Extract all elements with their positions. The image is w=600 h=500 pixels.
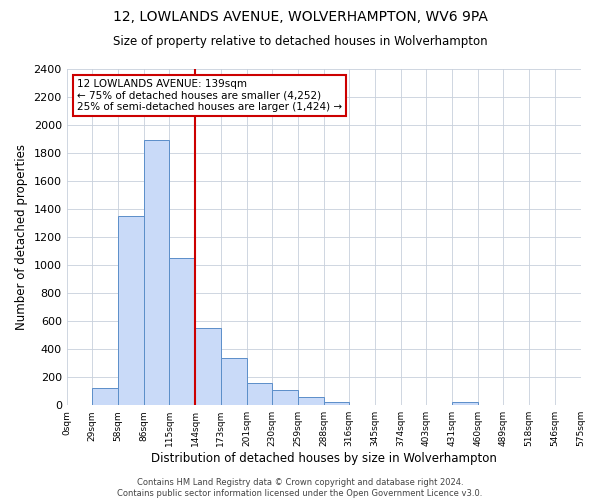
Bar	[272, 390, 298, 405]
Bar	[144, 140, 169, 405]
Bar	[221, 358, 247, 405]
Bar	[247, 383, 272, 405]
Text: 12 LOWLANDS AVENUE: 139sqm
← 75% of detached houses are smaller (4,252)
25% of s: 12 LOWLANDS AVENUE: 139sqm ← 75% of deta…	[77, 79, 342, 112]
Text: Contains HM Land Registry data © Crown copyright and database right 2024.
Contai: Contains HM Land Registry data © Crown c…	[118, 478, 482, 498]
Bar	[118, 216, 144, 405]
Bar	[169, 258, 195, 405]
X-axis label: Distribution of detached houses by size in Wolverhampton: Distribution of detached houses by size …	[151, 452, 497, 465]
Bar	[452, 402, 478, 405]
Bar	[323, 402, 349, 405]
Bar	[298, 397, 323, 405]
Bar	[92, 388, 118, 405]
Y-axis label: Number of detached properties: Number of detached properties	[15, 144, 28, 330]
Bar	[195, 328, 221, 405]
Text: 12, LOWLANDS AVENUE, WOLVERHAMPTON, WV6 9PA: 12, LOWLANDS AVENUE, WOLVERHAMPTON, WV6 …	[113, 10, 487, 24]
Text: Size of property relative to detached houses in Wolverhampton: Size of property relative to detached ho…	[113, 35, 487, 48]
